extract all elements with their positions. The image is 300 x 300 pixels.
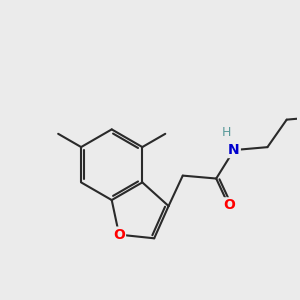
Text: O: O [113, 228, 125, 242]
Text: O: O [223, 198, 235, 212]
Text: N: N [228, 143, 240, 157]
Text: H: H [222, 126, 231, 139]
